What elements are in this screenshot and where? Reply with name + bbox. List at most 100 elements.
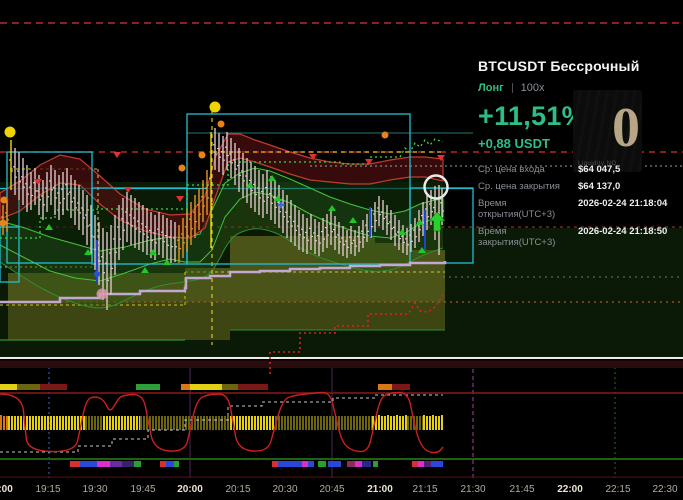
oscillator-histogram-bar	[416, 416, 418, 430]
regime-strip-bottom	[347, 461, 355, 467]
time-axis-label[interactable]: 19:45	[130, 484, 155, 495]
oscillator-histogram-bar	[338, 416, 340, 430]
regime-strip-bottom	[70, 461, 80, 467]
oscillator-histogram-bar	[260, 416, 262, 430]
oscillator-histogram-bar	[344, 416, 346, 430]
oscillator-histogram-bar	[29, 416, 31, 430]
oscillator-histogram-bar	[155, 416, 157, 430]
oscillator-histogram-bar	[118, 416, 120, 430]
time-axis-label[interactable]: 22:30	[652, 484, 677, 495]
oscillator-histogram-bar	[0, 415, 2, 430]
buy-triangle-icon	[163, 259, 171, 265]
regime-strip-bottom	[134, 461, 141, 467]
oscillator-histogram-bar	[83, 416, 85, 430]
pane-maroon-band	[0, 360, 683, 368]
oscillator-histogram-bar	[91, 416, 93, 430]
oscillator-histogram-bar	[302, 416, 304, 430]
oscillator-histogram-bar	[88, 416, 90, 430]
oscillator-histogram-bar	[188, 416, 190, 430]
oscillator-histogram-bar	[3, 416, 5, 430]
time-axis-label[interactable]: 22:00	[557, 484, 583, 495]
open-time-row: Время открытия(UTC+3) 2026-02-24 21:18:0…	[478, 198, 668, 220]
oscillator-histogram-bar	[399, 416, 401, 430]
support-zone	[8, 302, 445, 340]
time-axis-label[interactable]: 20:00	[177, 484, 203, 495]
oscillator-histogram-bar	[212, 416, 214, 430]
orange-dot-signal	[381, 131, 389, 139]
time-axis-label[interactable]: 20:45	[319, 484, 344, 495]
regime-strip-top	[181, 384, 190, 390]
pink-dot-signal	[96, 288, 108, 300]
oscillator-histogram-bar	[6, 416, 8, 430]
oscillator-histogram-bar	[103, 416, 105, 430]
oscillator-histogram-bar	[329, 416, 331, 430]
buy-triangle-icon	[349, 217, 357, 223]
oscillator-histogram-bar	[381, 416, 383, 430]
oscillator-histogram-bar	[402, 416, 404, 430]
time-axis-label[interactable]: 22:15	[605, 484, 630, 495]
time-axis-label[interactable]: 20:30	[272, 484, 297, 495]
oscillator-histogram-bar	[130, 416, 132, 430]
sell-triangle-icon	[34, 179, 42, 185]
oscillator-histogram-bar	[112, 416, 114, 430]
oscillator-histogram-bar	[320, 416, 322, 430]
oscillator-histogram-bar	[38, 416, 40, 430]
regime-strip-bottom	[174, 461, 179, 467]
oscillator-histogram-bar	[32, 416, 34, 430]
buy-triangle-icon	[268, 175, 276, 181]
buy-triangle-icon	[398, 229, 406, 235]
oscillator-histogram-bar	[121, 416, 123, 430]
oscillator-histogram-bar	[407, 416, 409, 430]
buy-triangle-icon	[84, 249, 92, 255]
regime-strip-bottom	[412, 461, 418, 467]
sell-triangle-icon	[309, 154, 317, 160]
buy-triangle-icon	[274, 195, 282, 201]
oscillator-histogram-bar	[221, 416, 223, 430]
oscillator-histogram-bar	[44, 416, 46, 430]
time-axis-label[interactable]: 21:45	[509, 484, 534, 495]
oscillator-red-curve	[0, 391, 444, 454]
oscillator-histogram-bar	[146, 416, 148, 430]
oscillator-histogram-bar	[179, 416, 181, 430]
time-axis-label[interactable]: 19:15	[35, 484, 60, 495]
pnl-percent: +11,51%	[478, 101, 586, 131]
sell-triangle-icon	[365, 159, 373, 165]
oscillator-histogram-bar	[149, 416, 151, 430]
orange-dot-signal	[198, 151, 206, 159]
oscillator-histogram-bar	[341, 416, 343, 430]
oscillator-histogram-bar	[85, 416, 87, 430]
oscillator-histogram-bar	[47, 416, 49, 430]
position-side-row: Лонг 100x	[478, 82, 683, 94]
support-zone	[8, 236, 445, 302]
oscillator-histogram-bar	[248, 416, 250, 430]
regime-strip-top	[238, 384, 268, 390]
time-axis-label[interactable]: 21:30	[460, 484, 485, 495]
oscillator-histogram-bar	[332, 416, 334, 430]
buy-triangle-icon	[328, 205, 336, 211]
oscillator-histogram-bar	[17, 416, 19, 430]
time-axis-label[interactable]: 19:00	[0, 484, 13, 495]
oscillator-histogram-bar	[372, 416, 374, 430]
buy-triangle-icon	[45, 224, 53, 230]
time-axis-label[interactable]: 19:30	[82, 484, 107, 495]
regime-strip-top	[190, 384, 222, 390]
regime-strip-top	[40, 384, 67, 390]
entry-highlight-circle	[423, 174, 449, 200]
oscillator-histogram-bar	[185, 416, 187, 430]
oscillator-histogram-bar	[426, 416, 428, 430]
oscillator-histogram-bar	[359, 416, 361, 430]
oscillator-histogram-bar	[311, 416, 313, 430]
time-axis-label[interactable]: 20:15	[225, 484, 250, 495]
oscillator-histogram-bar	[100, 416, 102, 430]
pnl-usdt: +0,88 USDT	[478, 136, 550, 151]
oscillator-histogram-bar	[140, 416, 142, 430]
time-axis-label[interactable]: 21:00	[367, 484, 393, 495]
regime-strip-bottom	[278, 461, 302, 467]
oscillator-histogram-bar	[410, 416, 412, 430]
time-axis-label[interactable]: 21:15	[412, 484, 437, 495]
oscillator-histogram-bar	[194, 416, 196, 430]
oscillator-histogram-bar	[335, 416, 337, 430]
buy-triangle-icon	[246, 182, 254, 188]
oscillator-histogram-bar	[396, 415, 398, 430]
